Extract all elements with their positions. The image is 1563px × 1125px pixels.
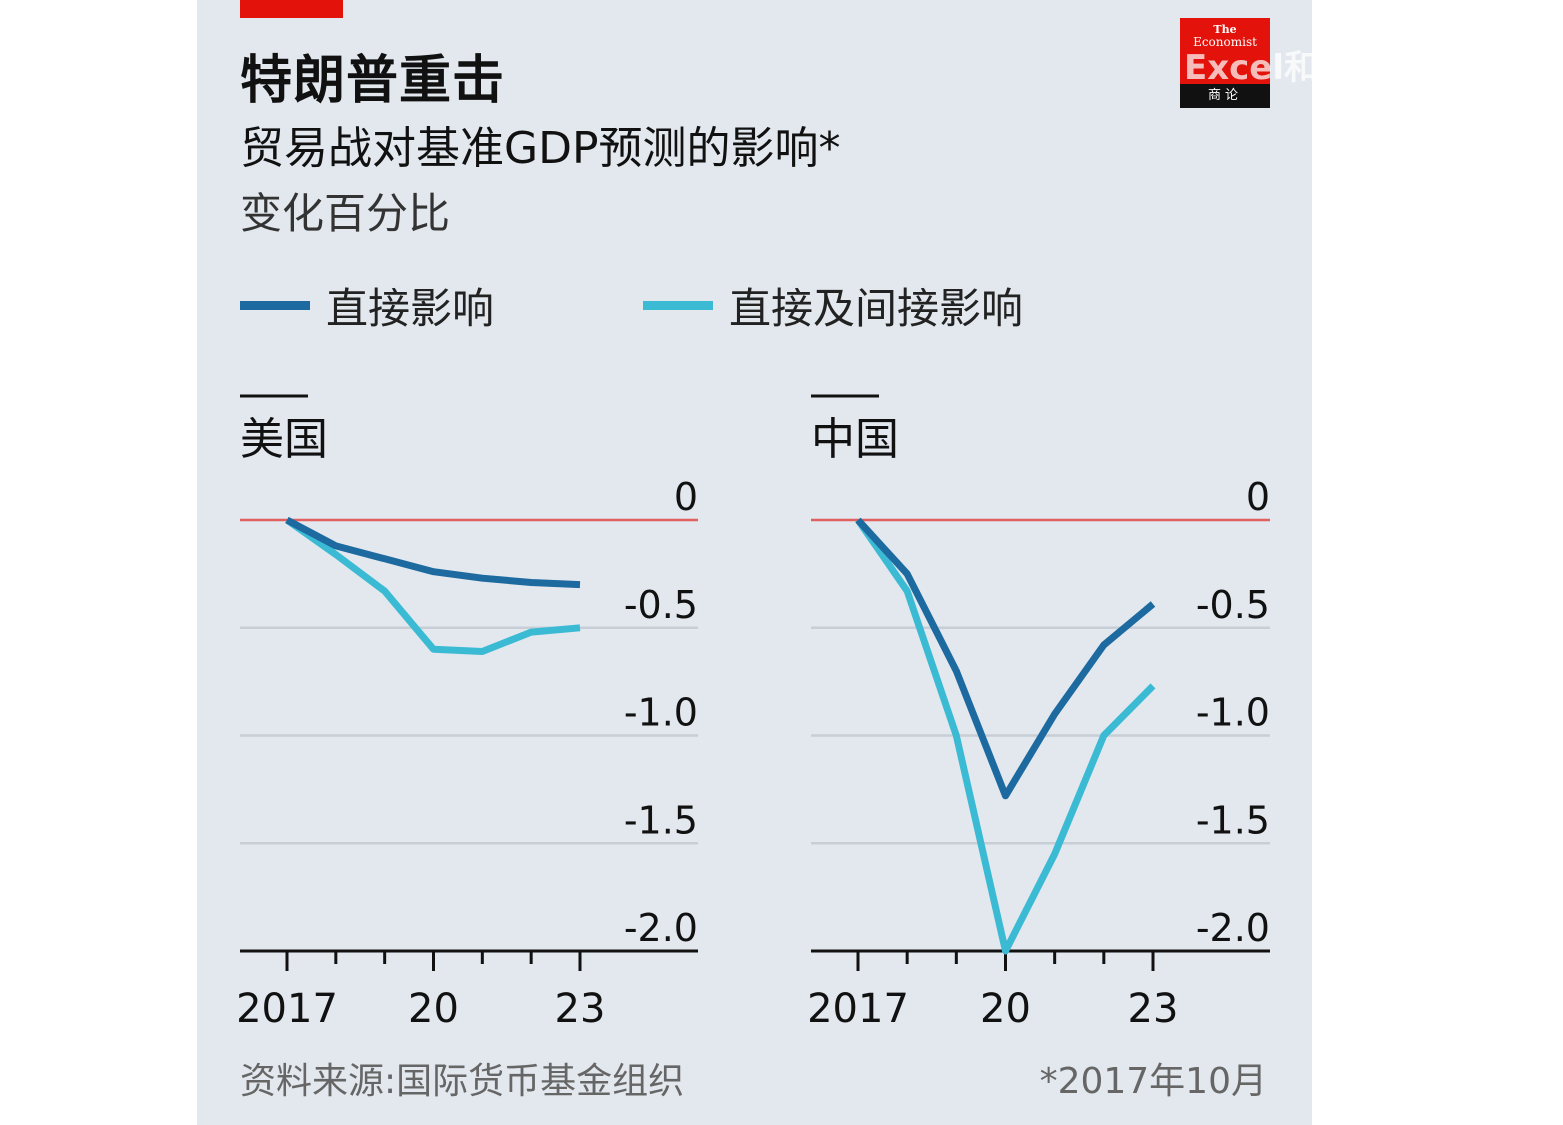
accent-bar bbox=[240, 0, 343, 18]
chart-panel bbox=[197, 0, 1312, 1125]
us-chart: 0 -0.5 -1.0 -1.5 -2.0 2017 20 23 bbox=[236, 394, 698, 1032]
economist-logo: The Economist 商论 bbox=[1180, 18, 1270, 108]
china-y-tick-label: -1.5 bbox=[1196, 798, 1270, 842]
logo-top: The Economist bbox=[1180, 18, 1270, 84]
china-y-tick-label: -2.0 bbox=[1196, 906, 1270, 950]
logo-bottom: 商论 bbox=[1180, 84, 1270, 108]
us-series-indirect-line bbox=[284, 517, 581, 655]
us-chart-title: 美国 bbox=[240, 414, 328, 465]
china-y-tick-label: -0.5 bbox=[1196, 583, 1270, 627]
logo-line1: The bbox=[1213, 23, 1237, 36]
legend-label-indirect: 直接及间接影响 bbox=[729, 283, 1024, 333]
us-y-tick-label: 0 bbox=[674, 475, 698, 519]
china-x-tick-label: 2017 bbox=[807, 986, 909, 1032]
china-x-tick-label: 20 bbox=[980, 986, 1031, 1032]
chart-subtitle: 贸易战对基准GDP预测的影响* bbox=[240, 123, 841, 174]
us-x-tick-label: 20 bbox=[408, 986, 459, 1032]
legend-item-direct: 直接影响 bbox=[240, 280, 494, 333]
unit-label: 变化百分比 bbox=[240, 189, 451, 238]
legend-swatch-direct bbox=[240, 300, 310, 310]
china-y-tick-label: 0 bbox=[1246, 475, 1270, 519]
china-series-direct-line bbox=[855, 517, 1156, 800]
us-y-tick-label: -2.0 bbox=[624, 906, 698, 950]
legend-label-direct: 直接影响 bbox=[326, 283, 495, 333]
date-note: *2017年10月 bbox=[1039, 1061, 1267, 1102]
us-x-tick-label: 23 bbox=[555, 986, 606, 1032]
us-series-direct-line bbox=[285, 516, 581, 589]
china-x-tick-label: 23 bbox=[1128, 986, 1179, 1032]
watermark-text: Excel和PowerBI爱好 bbox=[1184, 48, 1545, 88]
legend-swatch-indirect bbox=[643, 300, 713, 310]
us-y-tick-label: -0.5 bbox=[624, 583, 698, 627]
us-x-tick-label: 2017 bbox=[236, 986, 338, 1032]
source-note: 资料来源:国际货币基金组织 bbox=[240, 1061, 685, 1102]
us-y-tick-label: -1.5 bbox=[624, 798, 698, 842]
us-y-tick-label: -1.0 bbox=[624, 691, 698, 735]
logo-line2: Economist bbox=[1193, 35, 1257, 49]
china-chart: 0 -0.5 -1.0 -1.5 -2.0 2017 20 23 bbox=[807, 394, 1270, 1032]
china-y-tick-label: -1.0 bbox=[1196, 691, 1270, 735]
china-chart-title: 中国 bbox=[811, 414, 899, 465]
china-series-indirect-line bbox=[855, 518, 1156, 955]
legend-item-indirect: 直接及间接影响 bbox=[643, 280, 1023, 333]
page-title: 特朗普重击 bbox=[240, 51, 506, 111]
